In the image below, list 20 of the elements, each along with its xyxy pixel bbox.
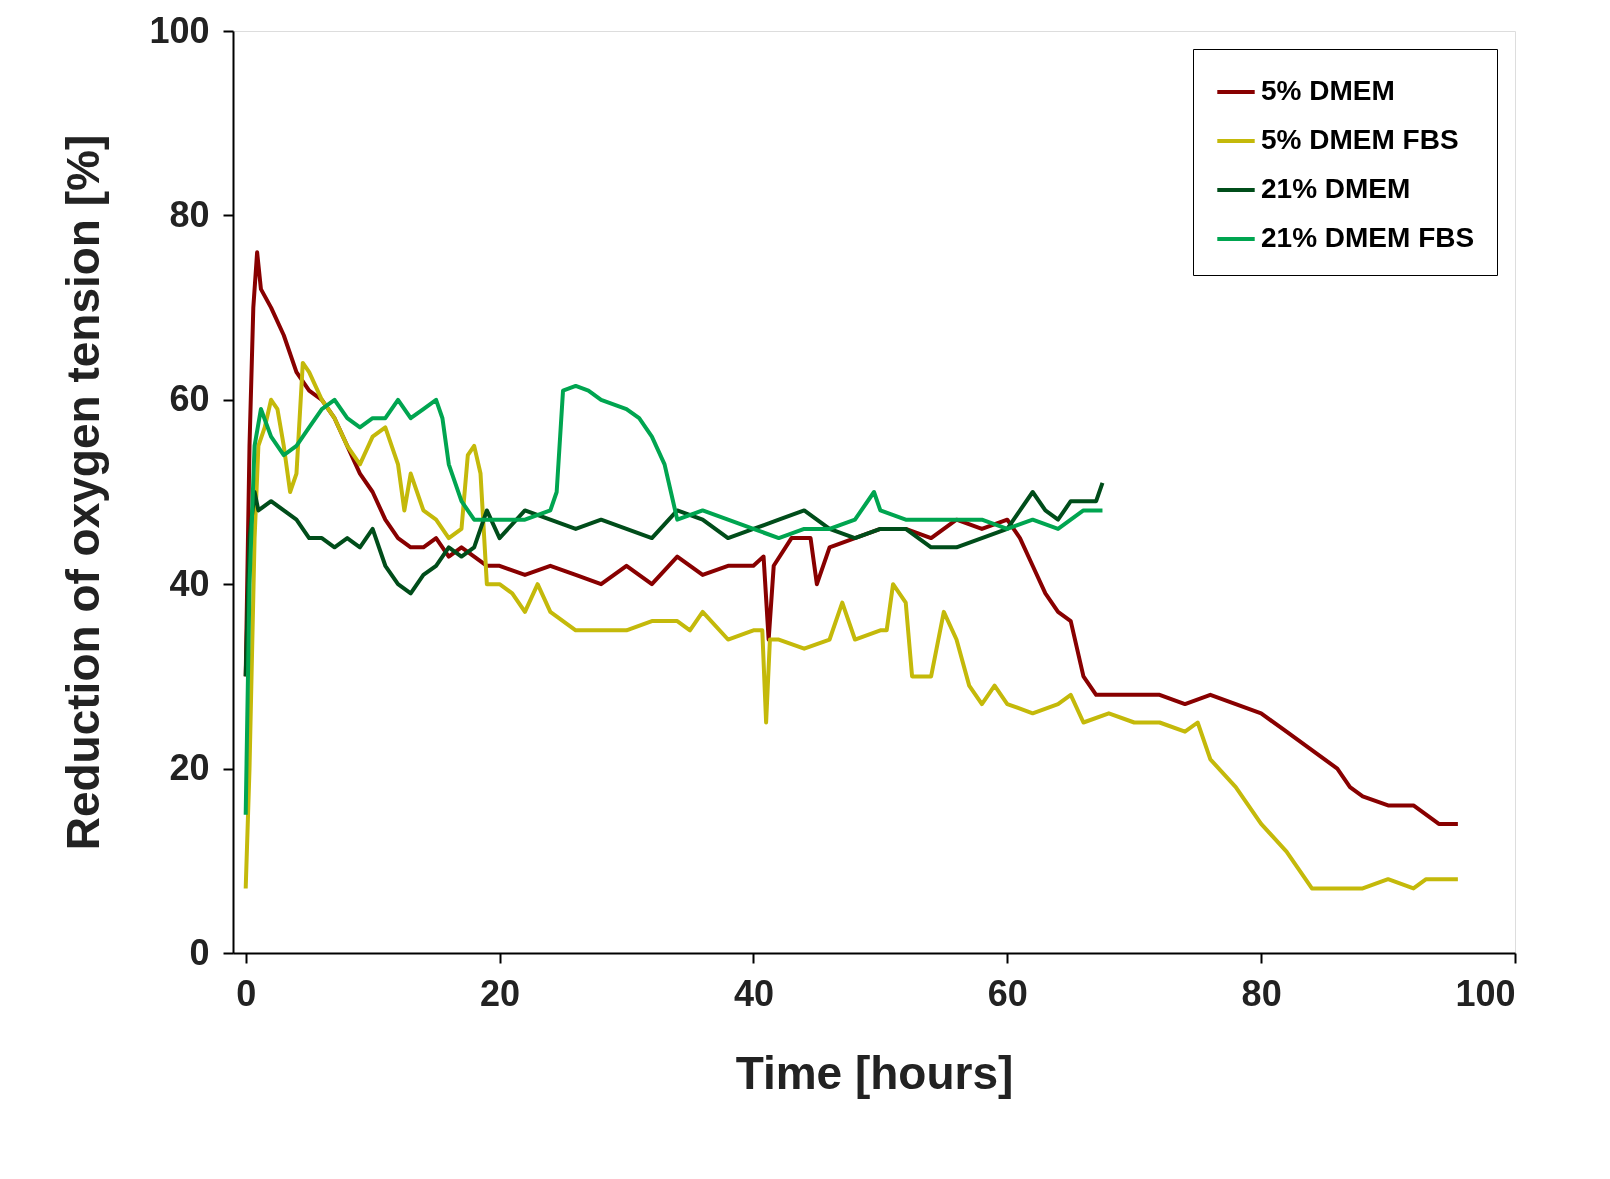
x-axis-title: Time [hours] (735, 1046, 1014, 1099)
legend-label: 21% DMEM FBS (1261, 222, 1475, 253)
legend-label: 5% DMEM FBS (1261, 124, 1459, 155)
y-tick-label: 40 (169, 562, 210, 604)
x-tick-label: 0 (236, 972, 257, 1014)
y-tick-label: 80 (169, 193, 210, 235)
x-tick-label: 80 (1241, 972, 1282, 1014)
y-tick-label: 0 (189, 931, 210, 973)
x-tick-label: 20 (480, 972, 521, 1014)
legend-label: 5% DMEM (1261, 75, 1395, 106)
line-series (243, 383, 1105, 817)
line-series (243, 360, 1460, 891)
x-tick-label: 100 (1455, 972, 1516, 1014)
y-tick-label: 60 (169, 378, 210, 420)
x-tick-label: 40 (733, 972, 774, 1014)
y-tick-label: 20 (169, 747, 210, 789)
legend-label: 21% DMEM (1261, 173, 1411, 204)
y-axis-title: Reduction of oxygen tension [%] (57, 134, 110, 851)
x-tick-label: 60 (987, 972, 1028, 1014)
y-tick-label: 100 (149, 9, 210, 51)
